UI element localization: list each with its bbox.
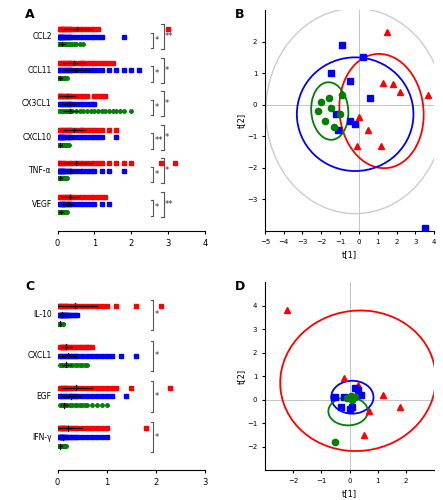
Text: CXCL10: CXCL10 <box>23 133 52 142</box>
Text: EGF: EGF <box>37 392 52 401</box>
Text: **: ** <box>165 200 174 208</box>
Text: *: * <box>155 170 159 179</box>
Text: *: * <box>155 433 159 442</box>
X-axis label: t[1]: t[1] <box>342 489 357 498</box>
Text: *: * <box>155 36 159 45</box>
Text: C: C <box>25 280 35 293</box>
Text: CCL2: CCL2 <box>32 32 52 42</box>
Y-axis label: t[2]: t[2] <box>237 368 245 384</box>
Text: *: * <box>155 392 159 401</box>
Text: D: D <box>234 280 245 293</box>
Text: CCL11: CCL11 <box>27 66 52 75</box>
Text: IL-10: IL-10 <box>33 310 52 320</box>
Text: **: ** <box>155 136 163 145</box>
Text: **: ** <box>165 32 174 42</box>
Text: *: * <box>165 133 169 142</box>
Text: *: * <box>155 70 159 78</box>
Text: *: * <box>165 100 169 108</box>
Text: *: * <box>165 166 169 175</box>
X-axis label: t[1]: t[1] <box>342 250 357 259</box>
Text: *: * <box>155 103 159 112</box>
Text: B: B <box>234 8 244 21</box>
Text: *: * <box>155 310 159 320</box>
Text: TNF-α: TNF-α <box>29 166 52 175</box>
Y-axis label: t[2]: t[2] <box>237 113 245 128</box>
Text: *: * <box>155 204 159 212</box>
Text: CXCL1: CXCL1 <box>27 351 52 360</box>
Text: *: * <box>155 351 159 360</box>
Text: A: A <box>25 8 35 21</box>
Text: *: * <box>165 66 169 75</box>
Text: CX3CL1: CX3CL1 <box>22 100 52 108</box>
Text: IFN-γ: IFN-γ <box>32 433 52 442</box>
Text: VEGF: VEGF <box>31 200 52 208</box>
